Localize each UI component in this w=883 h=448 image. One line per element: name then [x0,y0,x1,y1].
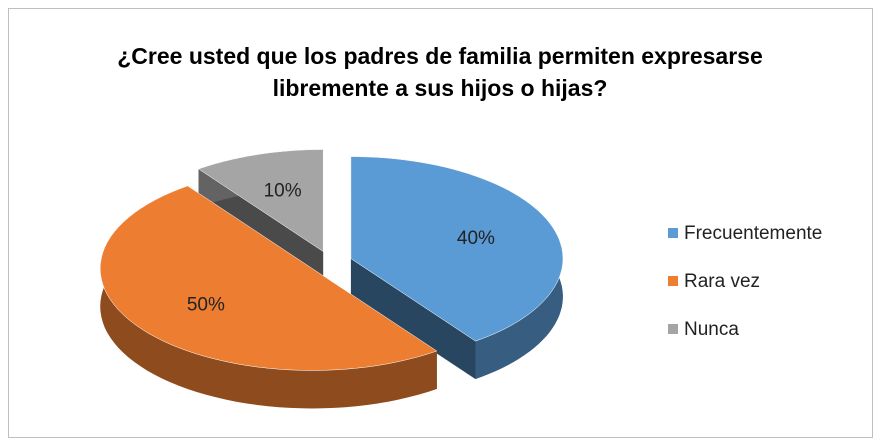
legend-label: Frecuentemente [684,223,822,244]
chart-title: ¿Cree usted que los padres de familia pe… [117,43,763,101]
data-label: 10% [264,180,302,201]
legend-label: Rara vez [684,271,760,292]
legend-label: Nunca [684,319,739,340]
slice-rim [100,185,437,409]
slice-side [350,258,476,380]
legend-swatch [668,276,678,286]
data-label: 40% [457,228,495,249]
data-label: 50% [187,295,225,316]
slice [99,185,438,371]
legend-swatch [668,324,678,334]
slice [198,149,324,252]
chart-frame [8,8,873,438]
slice [350,156,564,342]
legend-swatch [668,228,678,238]
